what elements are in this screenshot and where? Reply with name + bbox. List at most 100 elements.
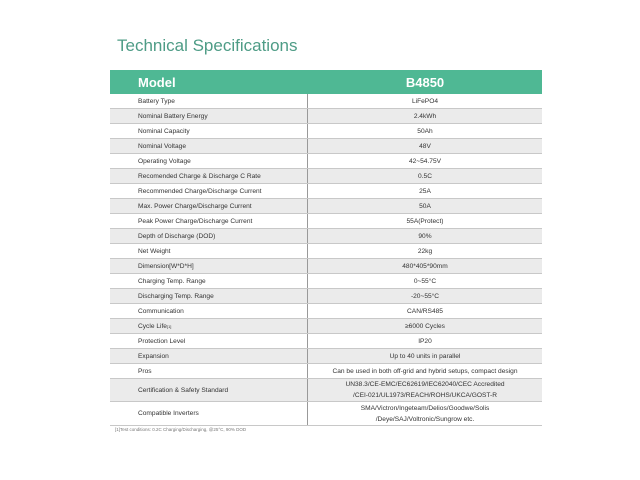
spec-value: 25A (308, 184, 542, 198)
footnote-ref: [1] (166, 323, 172, 329)
spec-value: ≥6000 Cycles (308, 319, 542, 333)
spec-label: Recommended Charge/Discharge Current (110, 184, 308, 198)
spec-value: CAN/RS485 (308, 304, 542, 318)
table-row: Compatible Inverters SMA/Victron/Ingeteam… (110, 402, 542, 426)
table-row: Protection Level IP20 (110, 334, 542, 349)
table-row: Dimension[W*D*H] 480*405*90mm (110, 259, 542, 274)
spec-value-text: 90% (418, 232, 432, 240)
spec-value-text: 50Ah (417, 127, 433, 135)
spec-value-text-line2: /CEI-021/UL1973/REACH/ROHS/UKCA/GOST-R (352, 392, 497, 399)
spec-label-text: Peak Power Charge/Discharge Current (138, 217, 253, 225)
table-row: Nominal Voltage 48V (110, 139, 542, 154)
spec-value: 55A(Protect) (308, 214, 542, 228)
spec-label: Compatible Inverters (110, 402, 308, 425)
spec-label-text: Nominal Capacity (138, 127, 190, 135)
spec-label-text: Expansion (138, 352, 169, 360)
spec-label-text: Operating Voltage (138, 157, 191, 165)
spec-label-text: Pros (138, 367, 152, 375)
spec-value: Can be used in both off-grid and hybrid … (308, 364, 542, 378)
spec-value-text: IP20 (418, 337, 432, 345)
spec-value: 90% (308, 229, 542, 243)
spec-label-text: Protection Level (138, 337, 186, 345)
spec-label: Protection Level (110, 334, 308, 348)
table-row: Battery Type LiFePO4 (110, 94, 542, 109)
spec-value: 0.5C (308, 169, 542, 183)
spec-value: SMA/Victron/Ingeteam/Delios/Goodwe/Solis… (308, 402, 542, 425)
spec-value: 2.4kWh (308, 109, 542, 123)
spec-value-text: Up to 40 units in parallel (389, 352, 461, 360)
spec-value-text: SMA/Victron/Ingeteam/Delios/Goodwe/Solis (360, 404, 490, 412)
table-row: Max. Power Charge/Discharge Current 50A (110, 199, 542, 214)
spec-label: Nominal Battery Energy (110, 109, 308, 123)
spec-label: Nominal Voltage (110, 139, 308, 153)
spec-value-text: 55A(Protect) (406, 217, 444, 225)
spec-value: 48V (308, 139, 542, 153)
spec-value: LiFePO4 (308, 94, 542, 108)
spec-value-text: CAN/RS485 (407, 307, 443, 315)
spec-value-text: 2.4kWh (413, 112, 437, 120)
table-row: Charging Temp. Range 0~55°C (110, 274, 542, 289)
spec-label: Max. Power Charge/Discharge Current (110, 199, 308, 213)
spec-label-text: Discharging Temp. Range (138, 292, 214, 300)
spec-label-text: Battery Type (138, 97, 175, 105)
spec-table: Model B4850 Battery Type LiFePO4 Nominal B… (110, 70, 542, 426)
footnote: [1]Test conditions: 0.2C Charging/Discha… (115, 427, 247, 432)
spec-label: Certification & Safety Standard (110, 379, 308, 401)
spec-value-text: 22kg (417, 247, 433, 255)
spec-label-text: Net Weight (138, 247, 171, 255)
spec-label-text: Communication (138, 307, 184, 315)
spec-label-text: Nominal Battery Energy (138, 112, 208, 120)
spec-value-text: 480*405*90mm (402, 262, 448, 270)
spec-label: Net Weight (110, 244, 308, 258)
page-title: Technical Specifications (117, 36, 298, 55)
header-model: B4850 (405, 74, 445, 90)
table-row: Certification & Safety Standard UN38.3/CE… (110, 379, 542, 402)
table-row: Operating Voltage 42~54.75V (110, 154, 542, 169)
spec-label: Cycle Life [1] (110, 319, 308, 333)
spec-label-text: Cycle Life (138, 322, 167, 330)
spec-value: 50Ah (308, 124, 542, 138)
spec-label: Operating Voltage (110, 154, 308, 168)
spec-value-text-line2: /Deye/SAJ/Voltronic/Sungrow etc. (375, 415, 475, 423)
spec-label-text: Recomended Charge & Discharge C Rate (138, 172, 261, 180)
spec-label: Pros (110, 364, 308, 378)
spec-label-text: Dimension[W*D*H] (138, 262, 194, 270)
spec-label: Depth of Discharge (DOD) (110, 229, 308, 243)
spec-label-text: Depth of Discharge (DOD) (138, 232, 216, 240)
spec-label: Battery Type (110, 94, 308, 108)
spec-value-text: 42~54.75V (408, 157, 442, 165)
spec-label: Nominal Capacity (110, 124, 308, 138)
spec-label-text: Max. Power Charge/Discharge Current (138, 202, 252, 210)
table-row: Nominal Battery Energy 2.4kWh (110, 109, 542, 124)
spec-value: IP20 (308, 334, 542, 348)
spec-label-text: Charging Temp. Range (138, 277, 206, 285)
spec-value-text: 25A (419, 187, 431, 195)
spec-label: Recomended Charge & Discharge C Rate (110, 169, 308, 183)
spec-label-text: Compatible Inverters (138, 410, 199, 417)
table-header: Model B4850 (110, 70, 542, 94)
table-row: Cycle Life [1] ≥6000 Cycles (110, 319, 542, 334)
spec-value: 50A (308, 199, 542, 213)
spec-value: 480*405*90mm (308, 259, 542, 273)
spec-value-text: ≥6000 Cycles (405, 322, 445, 330)
spec-label: Charging Temp. Range (110, 274, 308, 288)
spec-value-text: LiFePO4 (411, 97, 439, 105)
table-row: Communication CAN/RS485 (110, 304, 542, 319)
spec-value: UN38.3/CE-EMC/EC62619/IEC62040/CEC Accre… (308, 379, 542, 401)
spec-value-text: 50A (419, 202, 431, 210)
spec-label-text: Nominal Voltage (138, 142, 187, 150)
spec-value-text: -20~55°C (410, 292, 440, 300)
spec-label-text: Certification & Safety Standard (138, 386, 229, 394)
table-row: Net Weight 22kg (110, 244, 542, 259)
spec-value: Up to 40 units in parallel (308, 349, 542, 363)
spec-value-text: 0.5C (418, 172, 432, 180)
table-row: Depth of Discharge (DOD) 90% (110, 229, 542, 244)
table-row: Nominal Capacity 50Ah (110, 124, 542, 139)
spec-label: Communication (110, 304, 308, 318)
spec-label: Expansion (110, 349, 308, 363)
spec-value: 42~54.75V (308, 154, 542, 168)
spec-value: -20~55°C (308, 289, 542, 303)
table-row: Expansion Up to 40 units in parallel (110, 349, 542, 364)
table-row: Recommended Charge/Discharge Current 25A (110, 184, 542, 199)
spec-label-text: Recommended Charge/Discharge Current (138, 187, 262, 195)
